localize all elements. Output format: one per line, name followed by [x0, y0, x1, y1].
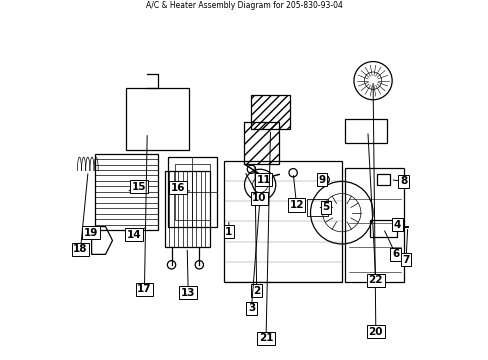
Text: 8: 8 — [399, 176, 407, 186]
Text: 18: 18 — [73, 244, 87, 254]
Bar — [369, 220, 397, 237]
Text: 4: 4 — [393, 220, 400, 230]
Text: 12: 12 — [289, 200, 303, 210]
Title: A/C & Heater Assembly Diagram for 205-830-93-04: A/C & Heater Assembly Diagram for 205-83… — [146, 1, 342, 10]
Text: 5: 5 — [322, 202, 329, 212]
Bar — [251, 95, 289, 129]
Text: 20: 20 — [368, 327, 382, 337]
Bar — [95, 154, 157, 230]
Text: 9: 9 — [317, 175, 325, 185]
Text: 14: 14 — [126, 230, 141, 239]
Bar — [306, 199, 327, 216]
Bar — [175, 164, 209, 220]
Text: 21: 21 — [258, 333, 273, 343]
Text: 16: 16 — [170, 183, 184, 193]
Text: 22: 22 — [368, 275, 382, 285]
Bar — [345, 119, 386, 143]
Bar — [244, 122, 279, 164]
Bar — [244, 122, 279, 164]
Bar — [126, 87, 188, 150]
Bar — [168, 157, 216, 226]
Bar — [251, 95, 289, 129]
Text: 17: 17 — [137, 284, 151, 294]
Text: 13: 13 — [181, 288, 195, 298]
Text: 7: 7 — [402, 255, 409, 265]
Text: 11: 11 — [256, 175, 270, 185]
Text: 2: 2 — [252, 286, 260, 296]
Text: 15: 15 — [132, 182, 146, 192]
Bar — [164, 171, 209, 247]
Text: 3: 3 — [247, 303, 255, 313]
Text: 1: 1 — [225, 227, 232, 237]
Text: 10: 10 — [252, 193, 266, 203]
Text: 19: 19 — [83, 228, 98, 238]
Text: 6: 6 — [391, 249, 398, 259]
